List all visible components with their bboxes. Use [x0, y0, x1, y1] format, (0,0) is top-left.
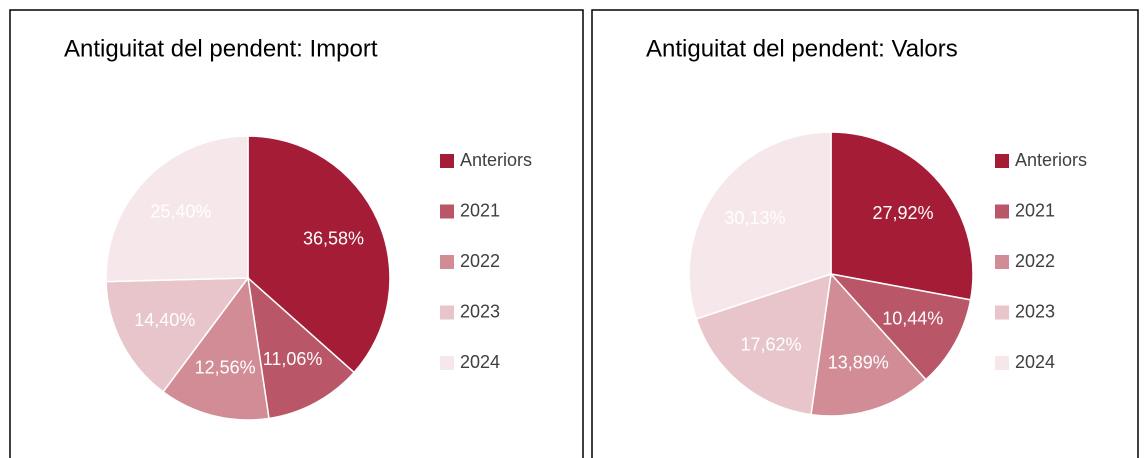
- pie-chart: Antiguitat del pendent: Valors 27,92% 10,4…: [591, 9, 1139, 458]
- pie-slice: [828, 272, 972, 381]
- legend-label: Anteriors: [460, 150, 532, 170]
- legend-label: 2023: [460, 301, 500, 321]
- chart-title: Antiguitat del pendent: Import: [64, 35, 378, 62]
- pie-slice: [695, 272, 832, 416]
- pie-slice: [688, 131, 832, 320]
- pie-chart: Antiguitat del pendent: Import 36,58% 11,0…: [9, 9, 584, 458]
- pie-slice: [810, 272, 927, 417]
- legend-swatch: [440, 154, 454, 168]
- data-label: 10,44%: [882, 309, 943, 329]
- legend-label: 2021: [1015, 200, 1055, 220]
- pie-slice: [162, 276, 270, 421]
- legend-swatch: [440, 356, 454, 370]
- legend-label: 2021: [460, 200, 500, 220]
- legend-swatch: [995, 204, 1009, 219]
- legend-label: 2023: [1015, 301, 1055, 321]
- legend-swatch: [995, 356, 1009, 370]
- data-label: 30,13%: [724, 208, 785, 228]
- legend-label: 2022: [460, 251, 500, 271]
- pie-slice: [105, 277, 250, 393]
- legend-swatch: [440, 255, 454, 269]
- data-label: 14,40%: [134, 310, 195, 330]
- data-label: 12,56%: [195, 358, 256, 378]
- data-label: 27,92%: [873, 203, 934, 223]
- panel-border: [9, 9, 584, 458]
- pie-slice: [830, 131, 974, 301]
- legend-label: 2022: [1015, 251, 1055, 271]
- panel-border: [591, 9, 1139, 458]
- pie-slice: [247, 135, 391, 374]
- legend-swatch: [995, 154, 1009, 168]
- data-label: 25,40%: [150, 201, 211, 221]
- legend-swatch: [440, 305, 454, 320]
- legend-label: 2024: [460, 352, 500, 372]
- legend-label: 2024: [1015, 352, 1055, 372]
- data-label: 36,58%: [303, 228, 364, 248]
- pie-slice: [105, 135, 249, 283]
- data-label: 13,89%: [828, 352, 889, 372]
- legend-swatch: [995, 305, 1009, 320]
- legend-label: Anteriors: [1015, 150, 1087, 170]
- legend-swatch: [995, 255, 1009, 269]
- data-label: 11,06%: [263, 349, 323, 369]
- pie-slice: [246, 276, 356, 420]
- data-label: 17,62%: [740, 335, 801, 355]
- legend-swatch: [440, 204, 454, 219]
- chart-title: Antiguitat del pendent: Valors: [646, 35, 958, 62]
